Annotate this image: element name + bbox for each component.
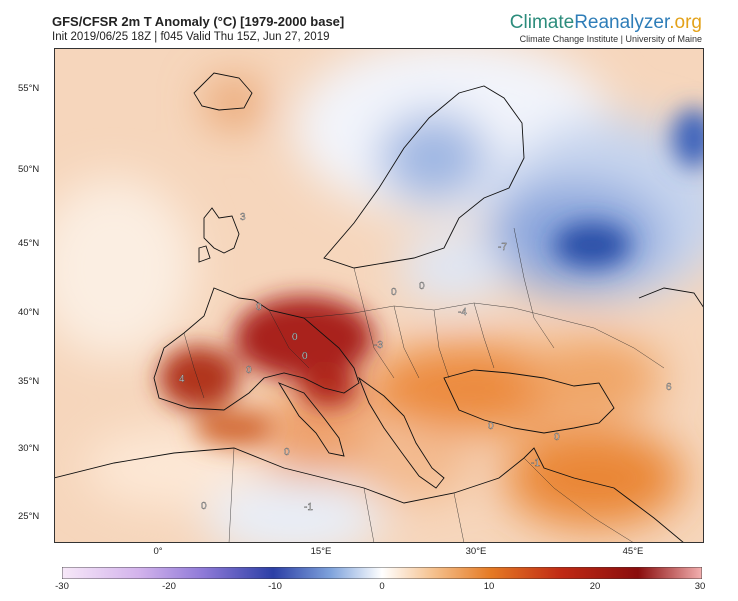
brand-part-3: .org bbox=[669, 12, 702, 33]
anomaly-field bbox=[54, 48, 704, 543]
lon-label-30e: 30°E bbox=[465, 546, 487, 557]
map-title: GFS/CFSR 2m T Anomaly (°C) [1979-2000 ba… bbox=[52, 14, 345, 29]
map-value-16: -1 bbox=[304, 502, 313, 513]
map-value-15: 6 bbox=[666, 382, 672, 393]
country-borders bbox=[183, 227, 665, 543]
map-value-8: -3 bbox=[374, 340, 383, 351]
map-value-3: 0 bbox=[292, 332, 298, 343]
colorbar bbox=[62, 567, 702, 579]
lon-label-15e: 15°E bbox=[310, 546, 332, 557]
colorbar-tick-minus10: -10 bbox=[268, 581, 282, 592]
lat-label-35: 35°N bbox=[18, 376, 40, 387]
anomaly-value-labels: 4 0 0 0 3 0 -7 -3 0 -4 0 0 0 -1 6 -1 0 0 bbox=[179, 212, 672, 513]
colorbar-tick-minus20: -20 bbox=[162, 581, 176, 592]
map-value-4: 0 bbox=[246, 365, 252, 376]
colorbar-tick-0: 0 bbox=[379, 581, 385, 592]
colorbar-tick-20: 20 bbox=[589, 581, 601, 592]
colorbar-tick-10: 10 bbox=[483, 581, 495, 592]
map-value-5: 3 bbox=[240, 212, 246, 223]
lat-label-25: 25°N bbox=[18, 511, 40, 522]
map-value-9: 0 bbox=[302, 351, 308, 362]
coastlines bbox=[54, 72, 704, 543]
map-frame bbox=[54, 48, 704, 543]
brand-logo[interactable]: ClimateReanalyzer.org bbox=[510, 12, 702, 34]
map-value-13: 0 bbox=[201, 501, 207, 512]
lon-label-0: 0° bbox=[153, 546, 163, 557]
colorbar-tick-minus30: -30 bbox=[55, 581, 69, 592]
lat-label-40: 40°N bbox=[18, 307, 40, 318]
lat-label-55: 55°N bbox=[18, 83, 40, 94]
map-value-7: -7 bbox=[498, 242, 507, 253]
map-value-11: 0 bbox=[488, 421, 494, 432]
lon-label-45e: 45°E bbox=[622, 546, 644, 557]
lat-label-50: 50°N bbox=[18, 164, 40, 175]
map-value-1: 4 bbox=[179, 374, 185, 385]
map-value-14: -1 bbox=[531, 458, 540, 469]
map-value-2: 0 bbox=[256, 302, 262, 313]
lat-label-30: 30°N bbox=[18, 443, 40, 454]
map-subtitle: Init 2019/06/25 18Z | f045 Valid Thu 15Z… bbox=[52, 31, 330, 43]
map-value-6: 0 bbox=[391, 287, 397, 298]
colorbar-tick-30: 30 bbox=[694, 581, 706, 592]
map-value-10: -4 bbox=[458, 307, 467, 318]
brand-part-2: Reanalyzer bbox=[574, 12, 670, 33]
map-value-12: 0 bbox=[554, 432, 560, 443]
brand-tagline: Climate Change Institute | University of… bbox=[519, 34, 702, 44]
brand-part-1: Climate bbox=[509, 12, 575, 33]
lat-label-45: 45°N bbox=[18, 238, 40, 249]
colorbar-gradient bbox=[62, 567, 702, 579]
map-value-17: 0 bbox=[284, 447, 290, 458]
map-value-18: 0 bbox=[419, 281, 425, 292]
anomaly-map[interactable]: 4 0 0 0 3 0 -7 -3 0 -4 0 0 0 -1 6 -1 0 0 bbox=[54, 48, 704, 543]
